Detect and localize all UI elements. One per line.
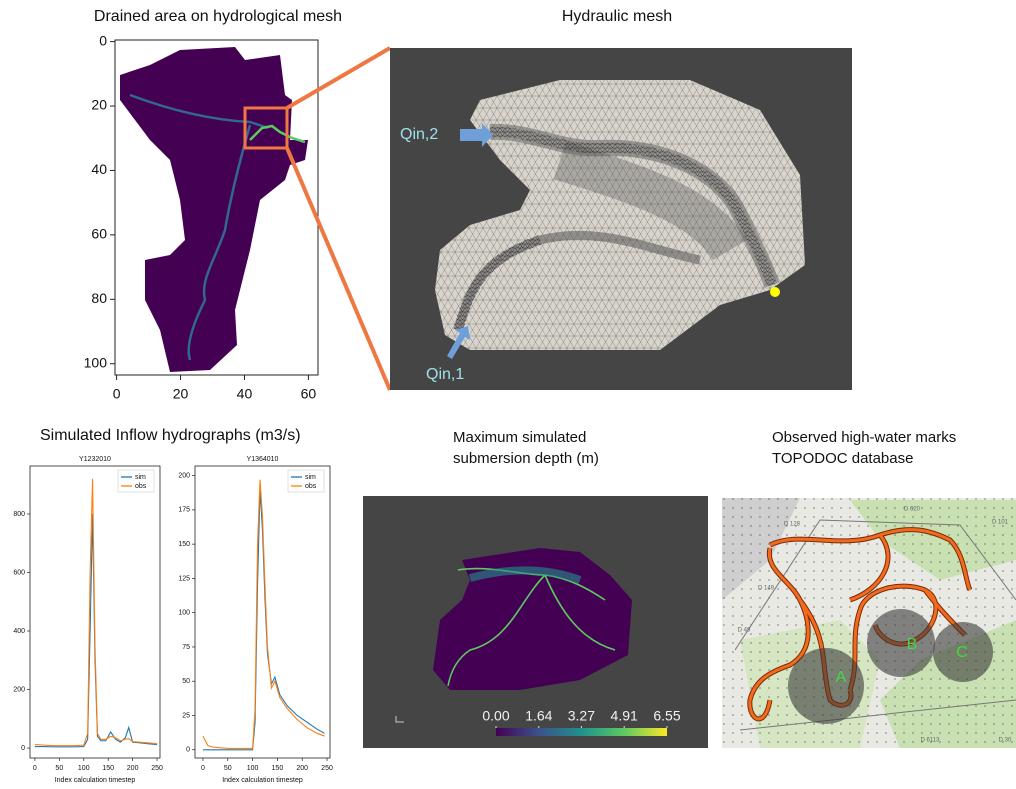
y-tick-label: 50	[182, 678, 190, 685]
x-tick-label: 0	[201, 765, 205, 772]
y-tick-label: 0	[186, 747, 190, 754]
colorbar-tick-label: 3.27	[568, 708, 595, 724]
road-label: D 620	[904, 507, 921, 513]
x-tick-label: 100	[78, 765, 90, 772]
colorbar-tick-label: 6.55	[653, 708, 680, 724]
series-line	[202, 489, 325, 751]
legend-label: obs	[305, 483, 317, 490]
inflow-label: Qin,2	[400, 126, 438, 143]
panel-title: Hydraulic mesh	[562, 8, 672, 25]
series-line	[202, 479, 325, 749]
chart-title: Y1364010	[247, 456, 279, 463]
y-tick-label: 800	[13, 511, 25, 518]
colorbar-tick-label: 4.91	[611, 708, 638, 724]
panel-title: Simulated Inflow hydrographs (m3/s)	[40, 427, 301, 444]
y-tick-label: 60	[91, 226, 107, 242]
panel-title: Maximum simulated	[453, 429, 586, 446]
x-axis-label: Index calculation timestep	[222, 777, 303, 784]
road-label: D 49	[738, 628, 751, 634]
y-tick-label: 100	[178, 610, 190, 617]
inflow-arrow	[447, 326, 470, 359]
zoom-box	[243, 106, 289, 150]
panel-title: Observed high-water marks	[772, 429, 956, 446]
road-label: D 6113	[921, 738, 941, 744]
zoom-line	[285, 147, 392, 391]
road-label: D 101	[992, 520, 1009, 526]
x-tick-label: 200	[127, 765, 139, 772]
axes-icon	[395, 716, 404, 723]
zone-circle	[933, 622, 993, 682]
y-tick-label: 125	[178, 575, 190, 582]
x-tick-label: 250	[151, 765, 163, 772]
colorbar	[496, 728, 667, 736]
y-tick-label: 175	[178, 507, 190, 514]
zoom-line	[285, 46, 392, 110]
x-tick-label: 20	[173, 386, 189, 402]
zone-circle	[867, 609, 935, 677]
panel-title: Drained area on hydrological mesh	[94, 8, 342, 25]
x-tick-label: 250	[321, 765, 333, 772]
inflow-label: Qin,1	[426, 366, 464, 383]
legend-label: sim	[135, 474, 146, 481]
y-tick-label: 200	[178, 472, 190, 479]
y-tick-label: 600	[13, 569, 25, 576]
y-tick-label: 0	[21, 745, 25, 752]
x-tick-label: 150	[272, 765, 284, 772]
series-line	[34, 478, 158, 747]
x-tick-label: 150	[102, 765, 114, 772]
x-tick-label: 40	[237, 386, 253, 402]
y-tick-label: 200	[13, 686, 25, 693]
colorbar-tick-label: 1.64	[525, 708, 552, 724]
legend-label: obs	[135, 483, 147, 490]
road-label: D 128	[784, 522, 801, 528]
y-tick-label: 0	[99, 32, 107, 48]
axes-frame	[194, 465, 331, 759]
y-tick-label: 100	[84, 354, 108, 370]
series-line	[34, 513, 158, 748]
legend-label: sim	[305, 474, 316, 481]
river-outlet	[249, 124, 306, 144]
outlet-point	[770, 287, 780, 297]
x-tick-label: 50	[55, 765, 63, 772]
zone-label: A	[836, 669, 847, 686]
depth-map	[433, 548, 632, 690]
panel-title: submersion depth (m)	[453, 450, 599, 467]
x-tick-label: 0	[113, 386, 121, 402]
x-tick-label: 0	[33, 765, 37, 772]
y-tick-label: 75	[182, 644, 190, 651]
x-tick-label: 100	[247, 765, 259, 772]
panel-title: TOPODOC database	[772, 450, 913, 467]
road-label: D 149	[758, 586, 775, 592]
mesh-triangles	[435, 80, 805, 350]
map-boundary	[734, 519, 1016, 731]
x-axis-label: Index calculation timestep	[55, 777, 136, 784]
y-tick-label: 400	[13, 628, 25, 635]
zone-circle	[788, 648, 864, 724]
depth-zone	[468, 566, 582, 584]
mesh-fine-triangles	[453, 126, 777, 332]
x-tick-label: 200	[296, 765, 308, 772]
x-tick-label: 50	[224, 765, 232, 772]
chart-title: Y1232010	[79, 456, 111, 463]
axes-frame	[29, 465, 161, 759]
y-tick-label: 40	[91, 161, 107, 177]
x-tick-label: 60	[301, 386, 317, 402]
zone-label: B	[907, 636, 918, 653]
y-tick-label: 150	[178, 541, 190, 548]
road-labels: D 620 D 101 D 128 D 149 D 49 D 6113 D 30	[738, 507, 1012, 744]
mesh-refined-zone	[553, 141, 748, 262]
y-tick-label: 25	[182, 712, 190, 719]
y-tick-label: 80	[91, 290, 107, 306]
y-tick-label: 20	[91, 97, 107, 113]
zone-label: C	[956, 644, 968, 661]
inflow-arrow	[460, 123, 493, 147]
colorbar-tick-label: 0.00	[482, 708, 509, 724]
road-label: D 30	[999, 738, 1012, 744]
